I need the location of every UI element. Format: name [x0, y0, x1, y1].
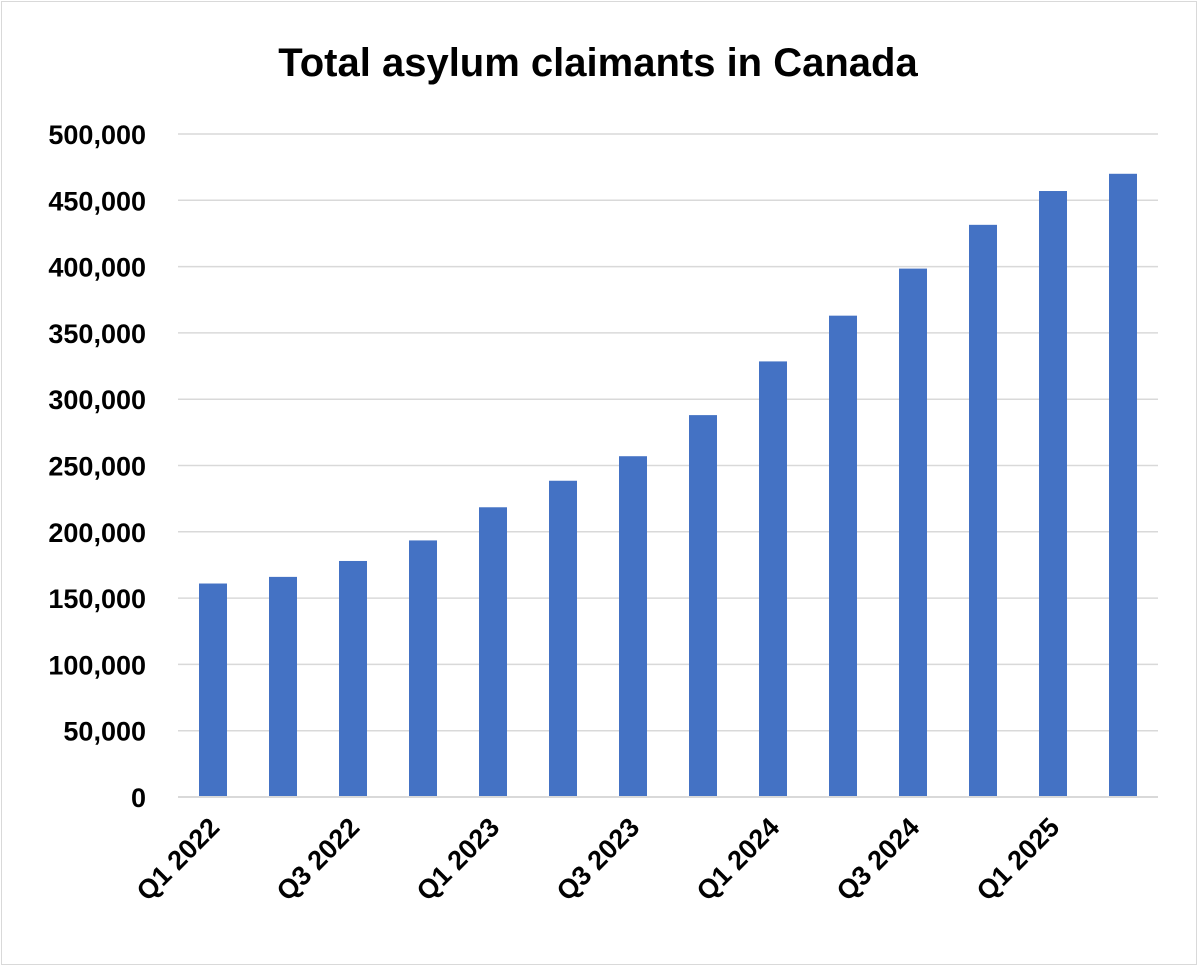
x-tick-label: Q3 2023: [551, 812, 645, 906]
bar-q3-2022: [339, 560, 367, 797]
bar-q4-2023: [689, 415, 717, 797]
x-tick-label: Q1 2023: [411, 812, 505, 906]
y-tick-label: 200,000: [48, 518, 146, 548]
y-axis-tick-labels: 0 50,000 100,000 150,000 200,000 250,000 300,0…: [48, 120, 146, 813]
x-tick-label: Q3 2024: [831, 812, 925, 906]
y-tick-label: 500,000: [48, 120, 146, 150]
bar-q1-2022: [199, 583, 227, 797]
bar-q2-2025: [1109, 173, 1137, 797]
bar-q1-2025: [1039, 191, 1067, 797]
y-tick-label: 100,000: [48, 650, 146, 680]
y-tick-label: 0: [131, 783, 146, 813]
bar-q3-2024: [899, 268, 927, 797]
y-tick-label: 50,000: [63, 717, 146, 747]
bar-q4-2024: [969, 224, 997, 797]
bars: [199, 173, 1137, 797]
y-tick-label: 150,000: [48, 584, 146, 614]
y-tick-label: 400,000: [48, 253, 146, 283]
bar-q4-2022: [409, 540, 437, 797]
x-tick-label: Q3 2022: [271, 812, 365, 906]
bar-q2-2023: [549, 480, 577, 797]
bar-q2-2022: [269, 576, 297, 797]
y-tick-label: 450,000: [48, 186, 146, 216]
bar-q3-2023: [619, 456, 647, 797]
chart-title: Total asylum claimants in Canada: [278, 41, 918, 85]
bar-q1-2023: [479, 507, 507, 797]
bar-q2-2024: [829, 315, 857, 797]
x-tick-label: Q1 2024: [691, 812, 785, 906]
x-tick-label: Q1 2025: [971, 812, 1065, 906]
gridlines: [178, 133, 1158, 732]
y-tick-label: 250,000: [48, 452, 146, 482]
bar-q1-2024: [759, 361, 787, 797]
x-tick-label: Q1 2022: [131, 812, 225, 906]
x-axis-tick-labels: Q1 2022 Q3 2022 Q1 2023 Q3 2023 Q1 2024 Q3 20…: [131, 812, 1065, 906]
y-tick-label: 350,000: [48, 319, 146, 349]
y-tick-label: 300,000: [48, 385, 146, 415]
